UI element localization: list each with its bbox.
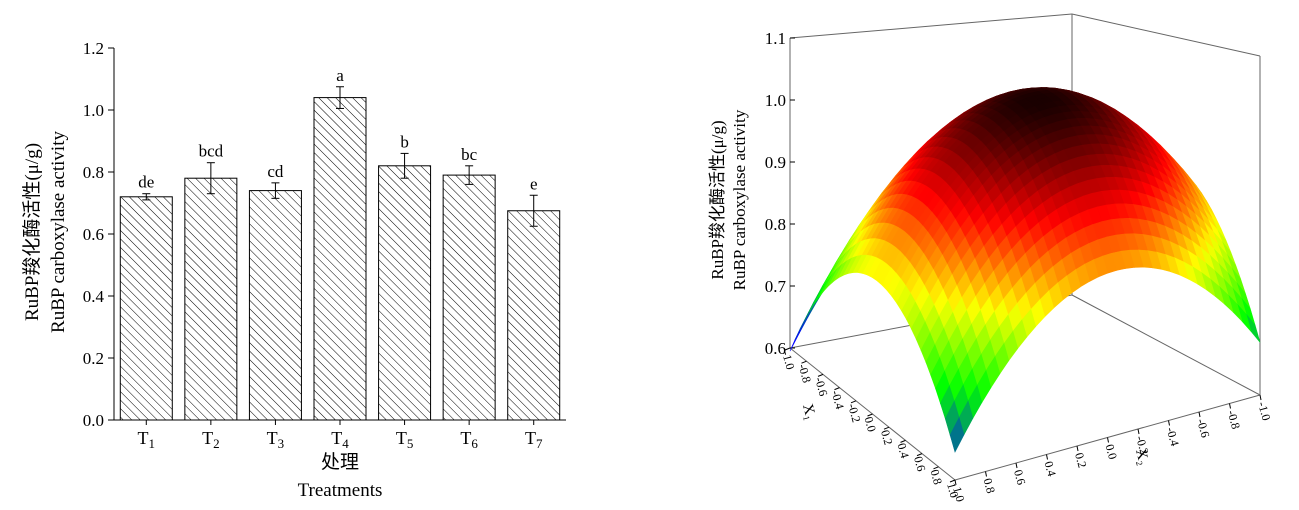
x1-tick-label: -0.6: [812, 376, 830, 398]
z-tick-label: 0.9: [765, 153, 786, 172]
x1-tick-label: 0.2: [878, 428, 895, 446]
z-tick-label: 0.8: [765, 215, 786, 234]
x1-tick: [801, 360, 807, 364]
x1-tick: [900, 439, 906, 443]
bar-x-tick-label: T5: [396, 428, 414, 451]
z-tick-label: 1.1: [765, 29, 786, 48]
x2-tick-label: -0.6: [1194, 417, 1212, 439]
x1-tick: [949, 479, 956, 483]
z-axis: 0.6 0.7 0.8 0.9 1.0 1.1: [765, 29, 795, 358]
x1-tick-label: -0.4: [829, 389, 847, 411]
significance-letter: b: [400, 132, 409, 151]
x2-tick-label: 0.6: [1011, 468, 1028, 486]
x2-tick-label: 0.0: [1103, 443, 1120, 461]
bar: [184, 177, 238, 421]
bar: [378, 165, 432, 421]
z-tick-label: 0.7: [765, 277, 787, 296]
significance-letter: cd: [267, 162, 284, 181]
x2-tick: [1198, 411, 1201, 418]
x1-tick-label: 0.0: [862, 415, 879, 433]
bars-group: de bcd cd a b bc e: [119, 66, 561, 421]
x1-tick-label: 0.8: [928, 468, 945, 486]
z-tick-label: 0.6: [765, 339, 786, 358]
bar: [442, 174, 496, 421]
bar-y-tick-label: 0.2: [83, 349, 104, 368]
x1-tick-label: -0.8: [796, 362, 814, 384]
surface-zlabel-en: RuBP carboxylase activity: [730, 109, 749, 290]
bar-x-tick-labels: T1 T2 T3 T4 T5 T6 T7: [138, 420, 543, 451]
x2-axis-label: X₂: [1132, 447, 1152, 467]
x1-tick: [933, 466, 939, 470]
bar-x-tick-label: T6: [460, 428, 478, 451]
bar-xlabel-cn: 处理: [321, 451, 359, 473]
bar: [248, 190, 302, 421]
z-tick-label: 1.0: [765, 91, 786, 110]
surface-chart: 0.60.70.80.91.01.1 -1.0-0.8-0.6-0.4-0.20…: [708, 13, 1274, 503]
x2-tick-label: -0.2: [1133, 434, 1151, 456]
bar-x-tick-label: T2: [202, 428, 220, 451]
x1-tick-label: 1.0: [944, 481, 961, 499]
x2-tick-label: -0.4: [1164, 426, 1182, 448]
bar: [313, 97, 367, 421]
bar: [507, 210, 561, 421]
bar: [119, 196, 173, 421]
x1-tick-label: 0.6: [911, 455, 928, 473]
significance-letter: de: [138, 173, 154, 192]
significance-letter: bc: [461, 145, 478, 164]
x2-tick: [1015, 462, 1018, 469]
x2-tick: [1137, 428, 1140, 435]
x2-tick-label: 0.4: [1042, 460, 1059, 478]
bar-x-tick-label: T7: [525, 428, 543, 451]
x1-tick: [916, 453, 923, 457]
x2-tick-label: 1.0: [950, 485, 967, 503]
x1-tick-label: -0.2: [845, 402, 863, 424]
bar-ylabel-en: RuBP carboxylase activity: [48, 131, 69, 333]
bar-y-tick-label: 0.8: [83, 163, 104, 182]
bar-x-tick-label: T4: [331, 428, 349, 451]
surface-patch: [949, 416, 965, 453]
bar-y-tick-label: 0.4: [83, 287, 105, 306]
x2-axis: 1.0 0.8 0.6 0.4 0.2 0.0 -0.2 -0.4 -0.6 -0.8 -1.0: [950, 394, 1274, 503]
bar-x-tick-label: T1: [138, 428, 156, 451]
significance-letter: bcd: [199, 142, 224, 161]
x1-axis-label: X₁: [799, 402, 819, 422]
x2-tick: [1259, 394, 1262, 401]
bar-x-tick-label: T3: [267, 428, 285, 451]
x1-tick: [817, 373, 824, 377]
bar-y-tick-label: 0.6: [83, 225, 104, 244]
x2-tick: [1046, 454, 1048, 460]
bar-y-tick-label: 1.2: [83, 39, 104, 58]
bar-y-tick-label: 1.0: [83, 101, 104, 120]
x1-tick-label: -1.0: [779, 349, 797, 371]
x1-tick: [867, 413, 873, 417]
x1-tick: [883, 426, 890, 430]
surface-zlabel-cn: RuBP羧化酶活性(μ/g): [708, 120, 727, 279]
x2-tick: [985, 471, 987, 477]
x1-tick: [784, 347, 791, 351]
x2-tick-label: 0.8: [981, 477, 998, 495]
x2-tick-label: 0.2: [1072, 451, 1089, 469]
x2-tick: [954, 479, 957, 486]
x1-tick-label: 0.4: [895, 442, 912, 460]
x2-tick: [1107, 437, 1109, 443]
bar-xlabel-en: Treatments: [298, 480, 383, 501]
significance-letter: e: [530, 174, 538, 193]
x2-tick: [1229, 403, 1231, 409]
x2-tick-label: -1.0: [1255, 400, 1273, 422]
x1-axis: -1.0-0.8-0.6-0.4-0.20.00.20.40.60.81.0: [779, 347, 962, 499]
x2-tick: [1168, 420, 1170, 426]
x1-tick: [834, 387, 840, 391]
x2-tick: [1076, 445, 1079, 452]
bar-ylabel-cn: RuBP羧化酶活性(μ/g): [21, 143, 43, 321]
bar-y-tick-label: 0.0: [83, 411, 104, 430]
significance-letter: a: [336, 66, 344, 85]
response-surface: [789, 87, 1261, 453]
x2-tick-label: -0.8: [1225, 409, 1243, 431]
x1-tick: [850, 400, 857, 404]
